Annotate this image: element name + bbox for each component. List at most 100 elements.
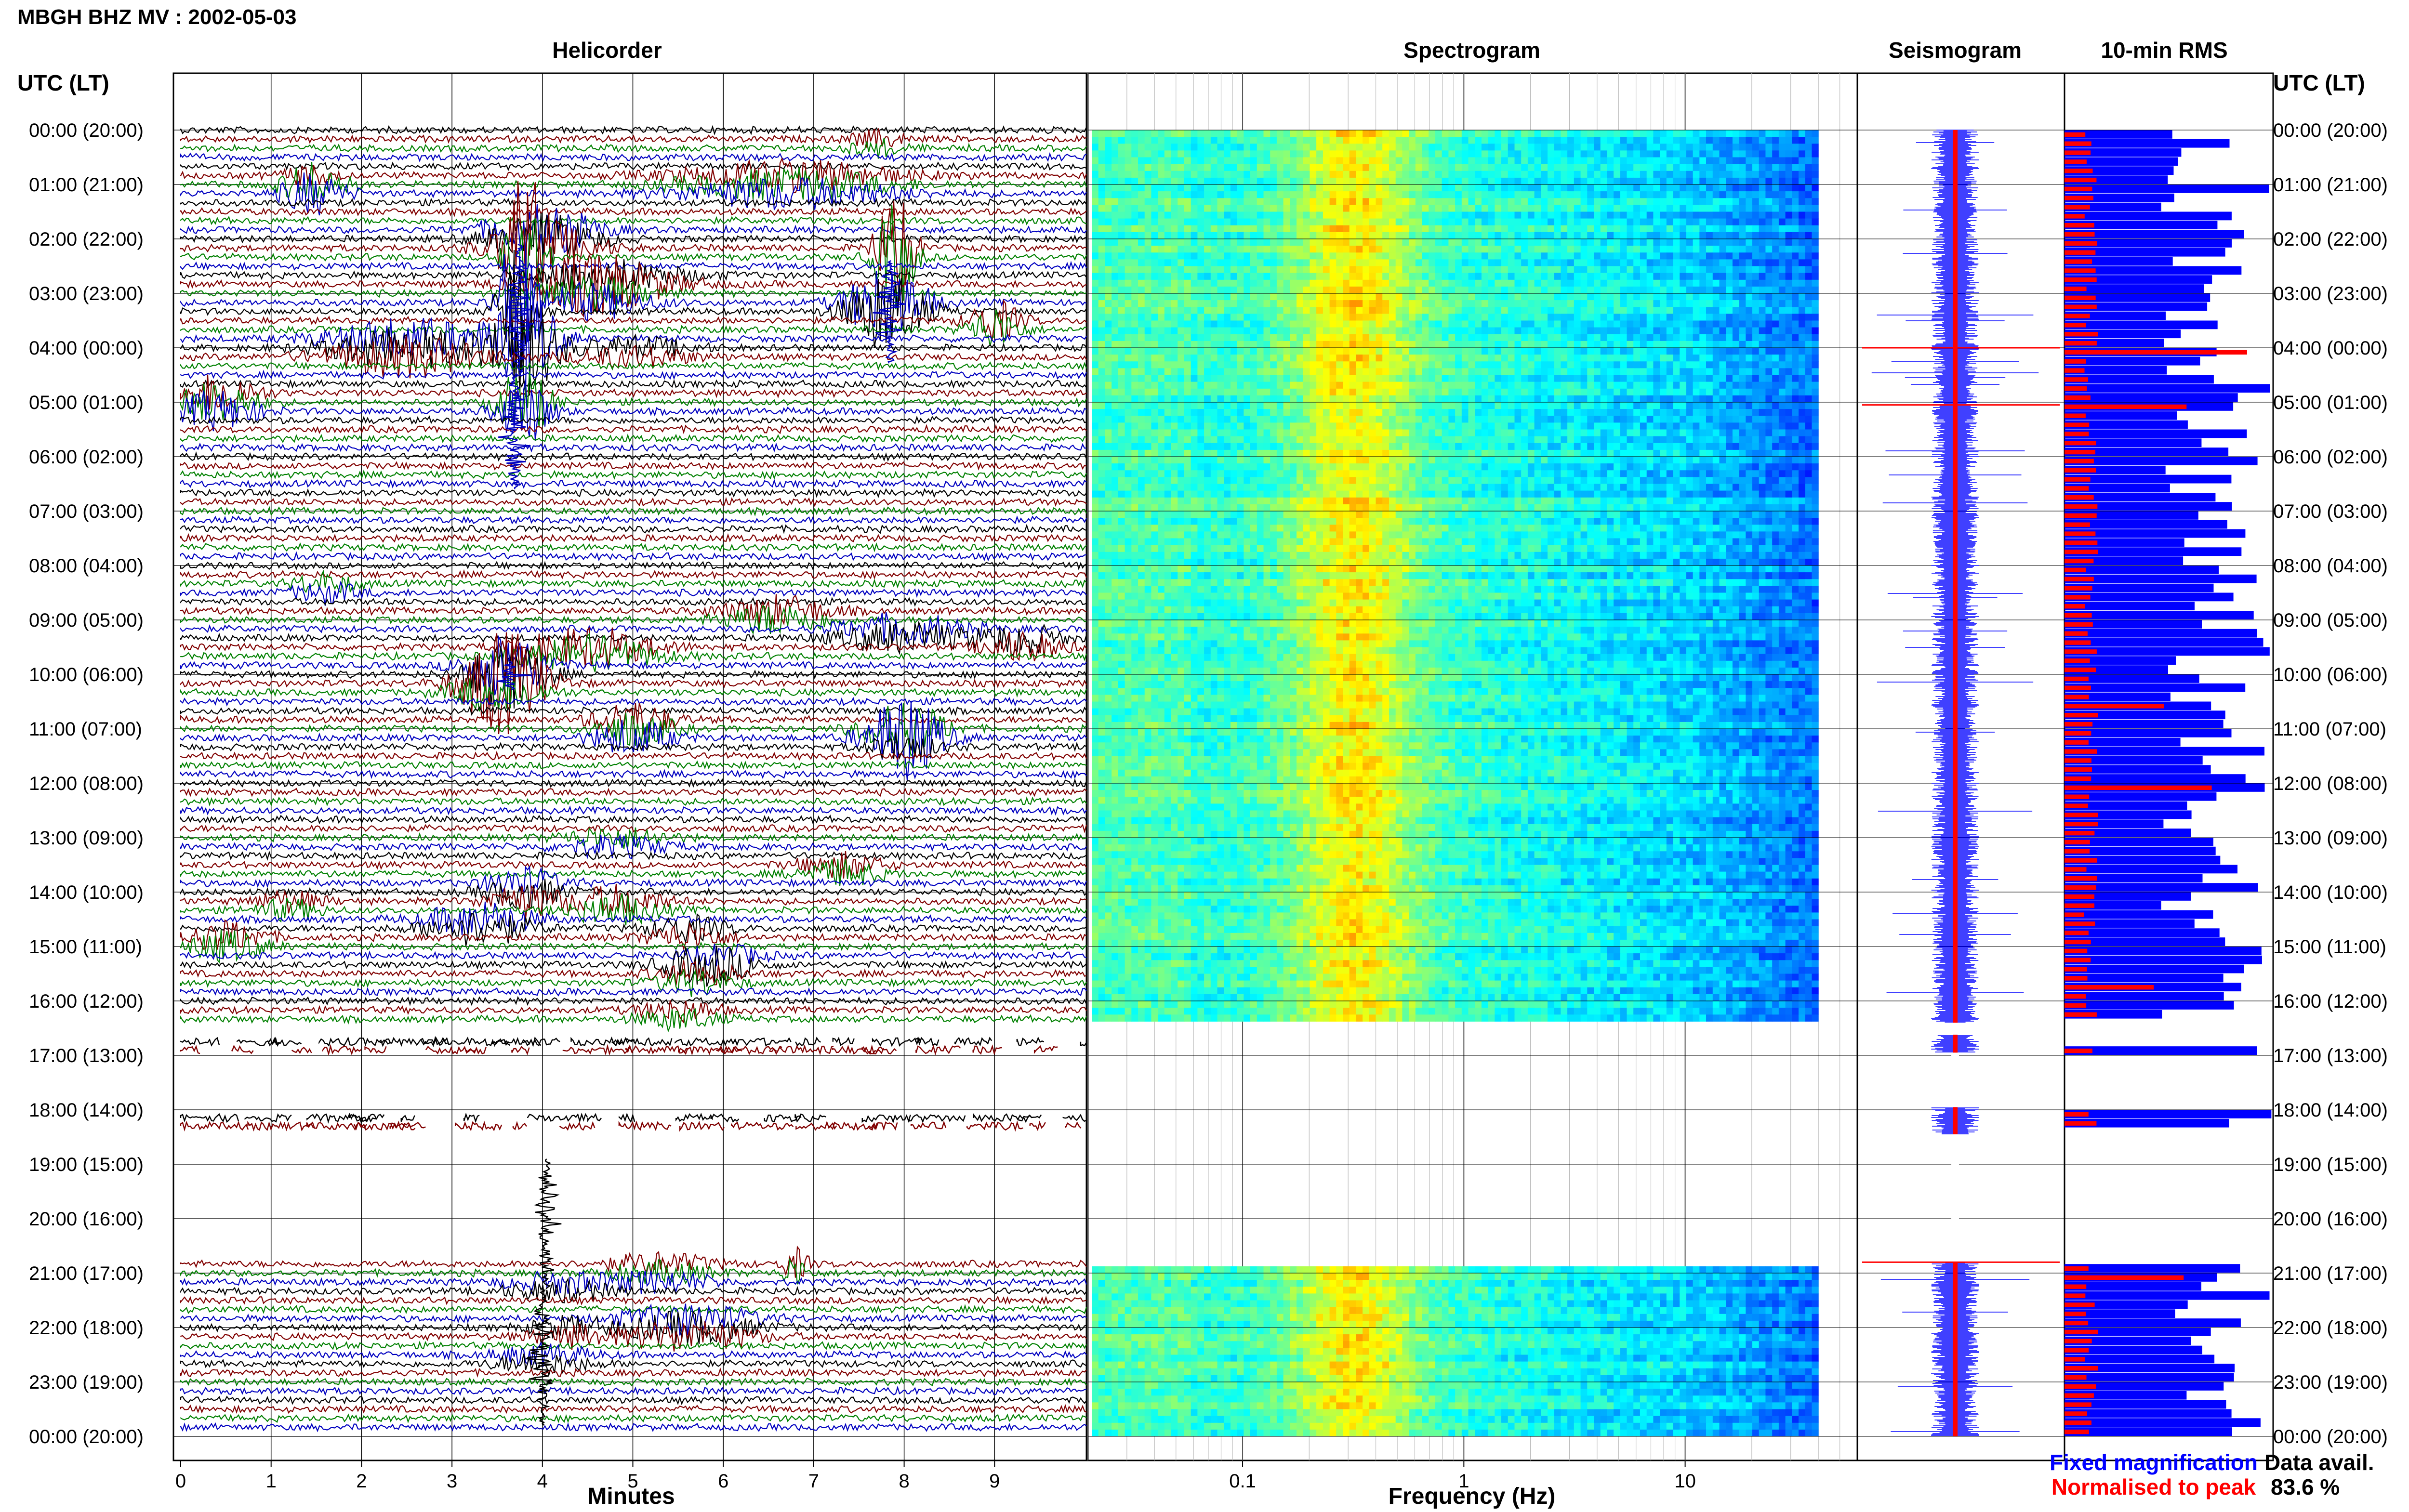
spectrogram-cell (1786, 307, 1792, 314)
spectrogram-cell (1402, 225, 1409, 233)
spectrogram-cell (1429, 300, 1435, 307)
spectrogram-cell (1673, 334, 1680, 342)
spectrogram-cell (1131, 293, 1138, 301)
spectrogram-cell (1706, 232, 1713, 239)
spectrogram-cell (1693, 341, 1700, 348)
spectrogram-cell (1713, 205, 1720, 212)
spectrogram-cell (1369, 150, 1376, 158)
spectrogram-cell (1581, 259, 1588, 266)
spectrogram-cell (1237, 259, 1244, 266)
spectrogram-cell (1442, 171, 1449, 178)
spectrogram-cell (1469, 252, 1475, 260)
spectrogram-cell (1237, 368, 1244, 375)
spectrogram-cell (1237, 171, 1244, 178)
spectrogram-cell (1786, 178, 1792, 185)
spectrogram-cell (1594, 158, 1601, 165)
spectrogram-cell (1197, 171, 1204, 178)
spectrogram-cell (1270, 314, 1277, 321)
spectrogram-cell (1323, 130, 1330, 137)
spectrogram-cell (1244, 184, 1250, 192)
spectrogram-cell (1515, 287, 1522, 294)
spectrogram-cell (1323, 212, 1330, 219)
spectrogram-cell (1607, 212, 1614, 219)
spectrogram-cell (1521, 171, 1528, 178)
spectrogram-cell (1680, 368, 1686, 375)
spectrogram-cell (1812, 293, 1818, 301)
spectrogram-cell (1336, 355, 1343, 362)
spectrogram-cell (1706, 184, 1713, 192)
spectrogram-cell (1244, 368, 1250, 375)
spectrogram-cell (1812, 252, 1818, 260)
spectrogram-cell (1799, 334, 1805, 342)
spectrogram-cell (1330, 321, 1337, 328)
helicorder-trace-line (181, 1369, 1086, 1377)
spectrogram-cell (1343, 191, 1350, 198)
spectrogram-cell (1336, 300, 1343, 307)
spectrogram-cell (1720, 409, 1726, 416)
spectrogram-cell (1733, 307, 1739, 314)
spectrogram-cell (1158, 212, 1165, 219)
spectrogram-cell (1521, 178, 1528, 185)
spectrogram-cell (1250, 137, 1257, 144)
spectrogram-cell (1231, 293, 1237, 301)
spectrogram-cell (1653, 205, 1660, 212)
spectrogram-cell (1495, 239, 1501, 246)
spectrogram-cell (1574, 280, 1581, 287)
spectrogram-cell (1792, 178, 1799, 185)
spectrogram-cell (1640, 409, 1647, 416)
spectrogram-cell (1574, 395, 1581, 403)
spectrogram-cell (1118, 219, 1125, 226)
spectrogram-cell (1422, 300, 1429, 307)
helicorder-trace-line (181, 816, 1086, 823)
spectrogram-cell (1244, 287, 1250, 294)
spectrogram-cell (1244, 158, 1250, 165)
spectrogram-cell (1145, 287, 1152, 294)
spectrogram-cell (1270, 361, 1277, 368)
spectrogram-cell (1515, 178, 1522, 185)
spectrogram-cell (1587, 212, 1594, 219)
spectrogram-cell (1422, 334, 1429, 342)
spectrogram-cell (1699, 314, 1706, 321)
spectrogram-cell (1594, 314, 1601, 321)
spectrogram-cell (1402, 246, 1409, 253)
spectrogram-cell (1178, 355, 1184, 362)
spectrogram-cell (1653, 321, 1660, 328)
spectrogram-cell (1587, 198, 1594, 205)
spectrogram-cell (1680, 321, 1686, 328)
spectrogram-cell (1759, 232, 1766, 239)
spectrogram-cell (1448, 314, 1455, 321)
spectrogram-cell (1442, 348, 1449, 355)
spectrogram-cell (1145, 130, 1152, 137)
spectrogram-cell (1257, 368, 1264, 375)
spectrogram-cell (1792, 252, 1799, 260)
spectrogram-cell (1284, 212, 1290, 219)
spectrogram-cell (1620, 368, 1627, 375)
spectrogram-cell (1501, 150, 1508, 158)
spectrogram-cell (1779, 158, 1786, 165)
spectrogram-cell (1752, 212, 1759, 219)
spectrogram-cell (1799, 171, 1805, 178)
spectrogram-cell (1151, 137, 1158, 144)
spectrogram-cell (1158, 361, 1165, 368)
spectrogram-cell (1429, 130, 1435, 137)
spectrogram-cell (1561, 232, 1567, 239)
spectrogram-cell (1277, 225, 1284, 233)
spectrogram-cell (1521, 300, 1528, 307)
helicorder-trace-line (181, 471, 1086, 478)
spectrogram-cell (1554, 389, 1561, 396)
spectrogram-cell (1158, 375, 1165, 382)
spectrogram-cell (1752, 334, 1759, 342)
spectrogram-cell (1409, 300, 1416, 307)
spectrogram-cell (1416, 266, 1422, 274)
spectrogram-cell (1356, 368, 1363, 375)
spectrogram-cell (1231, 334, 1237, 342)
spectrogram-cell (1574, 252, 1581, 260)
spectrogram-cell (1647, 266, 1654, 274)
spectrogram-cell (1422, 252, 1429, 260)
spectrogram-cell (1601, 198, 1607, 205)
spectrogram-cell (1673, 171, 1680, 178)
spectrogram-cell (1720, 402, 1726, 409)
spectrogram-cell (1264, 252, 1271, 260)
spectrogram-cell (1416, 382, 1422, 389)
spectrogram-cell (1244, 409, 1250, 416)
